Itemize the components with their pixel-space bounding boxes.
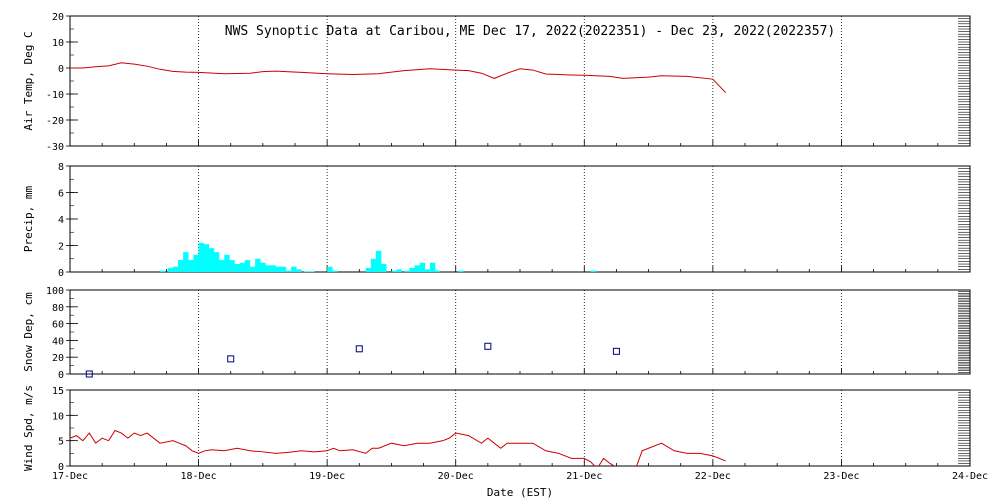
- precip-bar: [183, 252, 189, 272]
- precip-bar: [419, 262, 426, 272]
- y-tick-label: 8: [58, 162, 64, 173]
- precip-bar: [391, 270, 397, 272]
- y-tick-label: -20: [46, 116, 64, 127]
- y-axis-label-snow_depth: Snow Dep, cm: [22, 292, 35, 372]
- precip-bar: [198, 242, 204, 272]
- precip-bar: [280, 266, 287, 272]
- y-axis-label-air_temp: Air Temp, Deg C: [22, 31, 35, 130]
- precip-bar: [458, 270, 464, 272]
- x-tick-label: 19-Dec: [309, 471, 345, 482]
- precip-bar: [291, 266, 297, 272]
- y-tick-label: 2: [58, 242, 64, 253]
- precip-bar: [304, 271, 310, 272]
- precip-bar: [239, 262, 246, 272]
- y-tick-label: 0: [58, 370, 64, 381]
- precip-bar: [404, 270, 410, 272]
- precip-bar: [414, 265, 420, 272]
- precip-bar: [214, 252, 220, 272]
- y-tick-label: 10: [52, 411, 64, 422]
- series-line-wind_speed: [70, 429, 726, 466]
- series-wind_speed: [70, 429, 726, 466]
- precip-bar: [260, 262, 266, 272]
- x-tick-label: 22-Dec: [695, 471, 731, 482]
- precip-bar: [172, 266, 179, 272]
- precip-bar: [309, 271, 315, 272]
- precip-bar: [381, 264, 387, 272]
- precip-bar: [296, 269, 302, 272]
- y-tick-label: 20: [52, 353, 64, 364]
- chart-title: NWS Synoptic Data at Caribou, ME Dec 17,…: [225, 24, 835, 39]
- y-tick-label: 40: [52, 336, 64, 347]
- precip-bar: [270, 265, 276, 272]
- precip-bar: [250, 266, 256, 272]
- y-tick-label: 100: [46, 286, 64, 297]
- y-tick-label: 80: [52, 303, 64, 314]
- y-tick-label: 0: [58, 64, 64, 75]
- precip-bar: [590, 270, 597, 272]
- y-tick-label: 15: [52, 386, 64, 397]
- x-tick-label: 20-Dec: [438, 471, 474, 482]
- precip-bar: [409, 268, 415, 272]
- x-tick-label: 24-Dec: [952, 471, 988, 482]
- x-axis-label: Date (EST): [487, 486, 553, 499]
- precip-bar: [365, 268, 372, 272]
- precip-bar: [265, 265, 271, 272]
- x-tick-label: 23-Dec: [823, 471, 859, 482]
- panel-air_temp: 20 10 0 -10 -20 -30 Air Temp, Deg C: [22, 12, 971, 153]
- snow-depth-point: [227, 355, 235, 363]
- precip-bar: [167, 268, 174, 272]
- series-line-air_temp: [70, 62, 727, 94]
- precip-bar: [327, 266, 333, 272]
- precip-bar: [244, 260, 251, 272]
- precip-bar: [193, 254, 199, 272]
- precip-bar: [224, 254, 230, 272]
- precip-bar: [435, 270, 441, 272]
- precip-bar: [370, 258, 377, 272]
- panel-frame: [69, 289, 971, 375]
- snow-depth-point: [484, 342, 492, 350]
- precip-bar: [208, 248, 215, 272]
- panel-snow_depth: 100 80 60 40 20 0 Snow Dep, cm: [22, 286, 971, 381]
- precip-bar: [376, 250, 382, 272]
- panel-precip: 8 6 4 2 0 Precip, mm: [22, 162, 971, 279]
- precip-bar: [255, 258, 261, 272]
- y-tick-label: 4: [58, 215, 64, 226]
- precip-bar: [396, 269, 402, 272]
- x-tick-label: 21-Dec: [566, 471, 602, 482]
- precip-bar: [160, 270, 166, 272]
- y-tick-label: 6: [58, 189, 64, 200]
- precip-bar: [424, 269, 431, 272]
- precip-bar: [275, 266, 282, 272]
- y-tick-label: 20: [52, 12, 64, 23]
- x-tick-label: 17-Dec: [52, 471, 88, 482]
- y-tick-label: 0: [58, 268, 64, 279]
- precip-bar: [229, 260, 235, 272]
- y-axis-label-precip: Precip, mm: [22, 186, 35, 253]
- panel-frame: [69, 389, 971, 467]
- series-air_temp: [70, 62, 727, 94]
- precip-bar: [286, 270, 292, 272]
- series-precip: [160, 242, 597, 272]
- precip-bar: [188, 260, 194, 272]
- y-tick-label: 60: [52, 320, 64, 331]
- precip-bar: [332, 270, 338, 272]
- snow-depth-point: [355, 345, 363, 353]
- y-axis-label-wind_speed: Wind Spd, m/s: [22, 385, 35, 471]
- panel-wind_speed: 15 10 5 0 Wind Spd, m/s: [22, 385, 971, 473]
- precip-bar: [430, 262, 436, 272]
- x-tick-label: 18-Dec: [181, 471, 217, 482]
- y-tick-label: 10: [52, 38, 64, 49]
- y-tick-label: -30: [46, 142, 64, 153]
- y-tick-label: -10: [46, 90, 64, 101]
- precip-bar: [234, 264, 240, 272]
- y-tick-label: 0: [58, 462, 64, 473]
- precip-bar: [178, 260, 184, 272]
- snow-depth-point: [612, 347, 620, 355]
- snow-depth-point: [85, 370, 93, 378]
- precip-bar: [203, 244, 210, 272]
- precip-bar: [219, 260, 225, 272]
- y-tick-label: 5: [58, 437, 64, 448]
